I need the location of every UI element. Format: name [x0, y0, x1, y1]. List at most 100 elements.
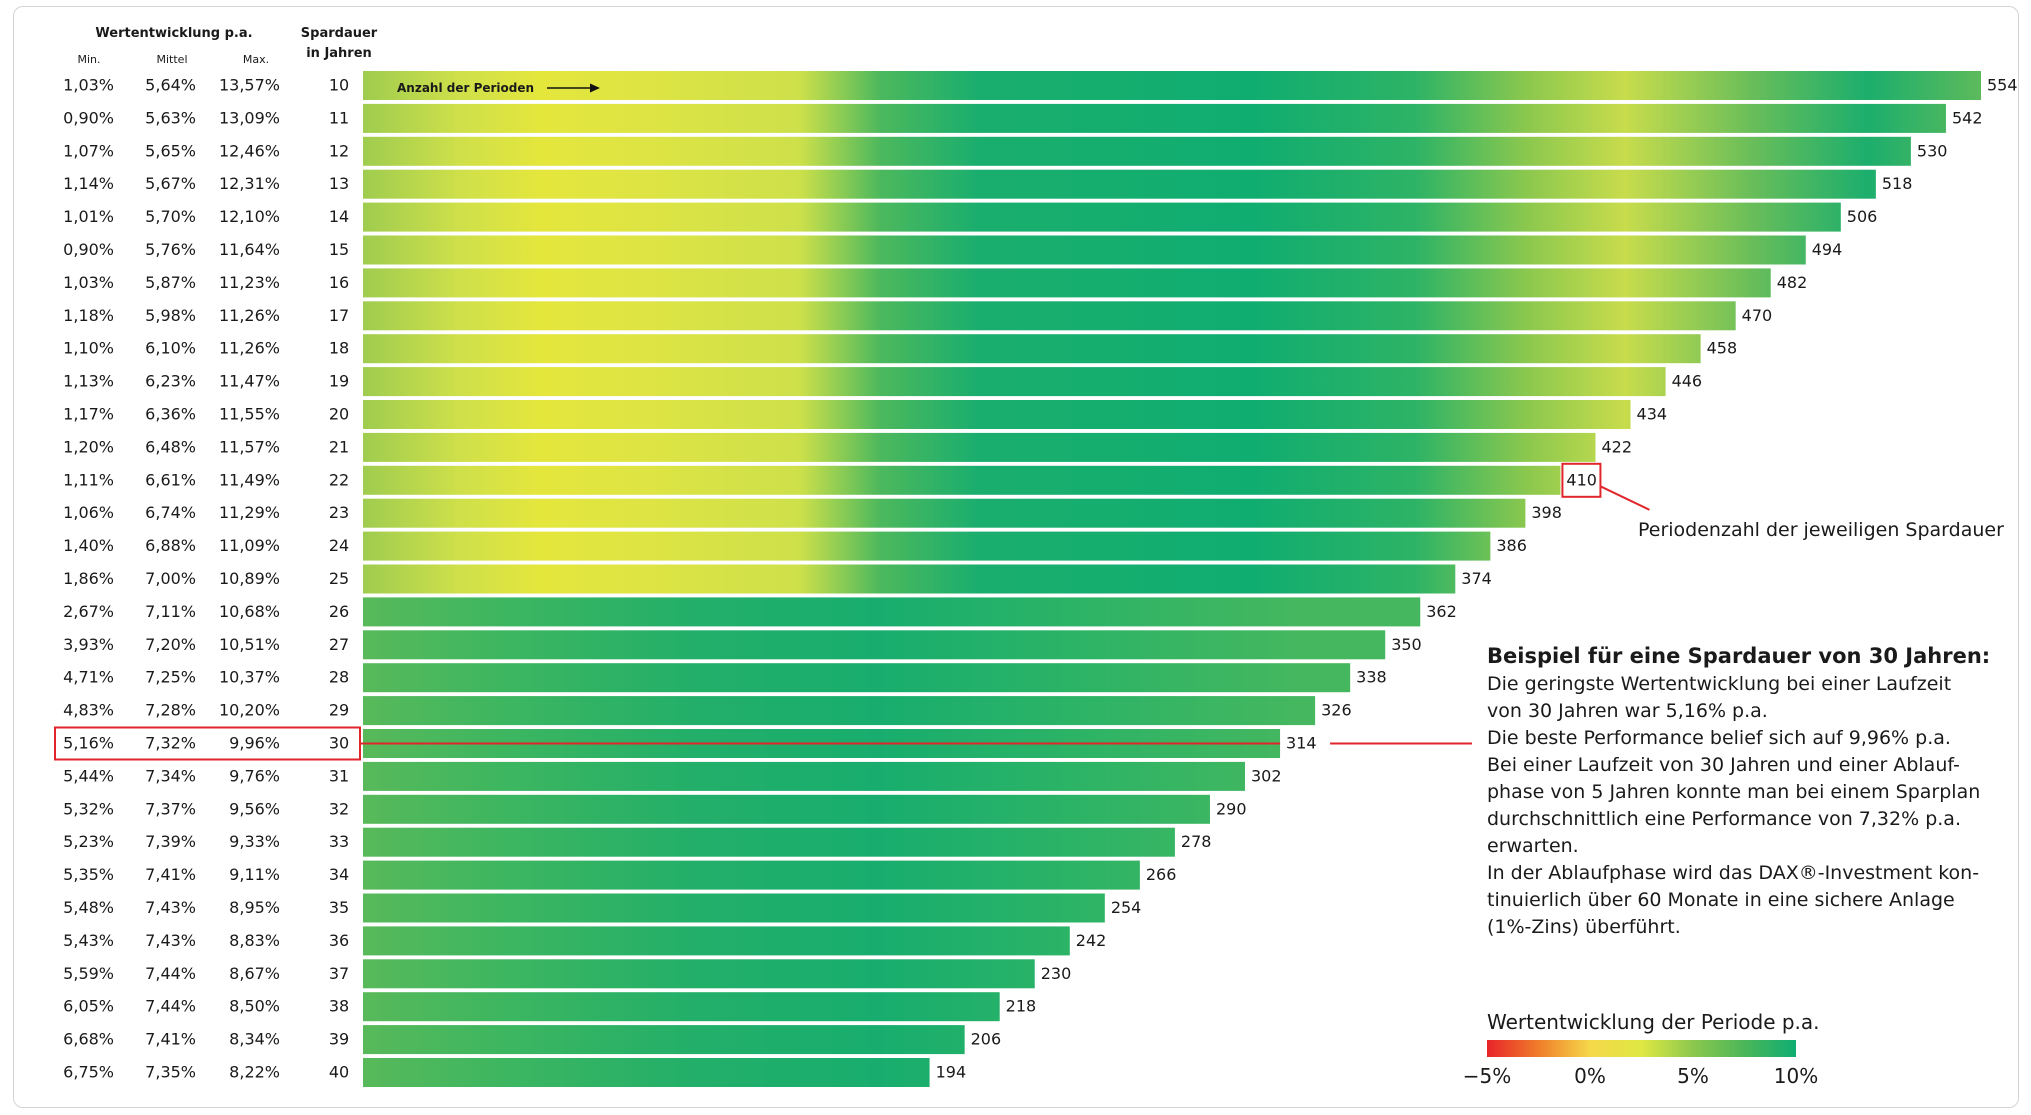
row-max-value: 11,49% [219, 470, 280, 489]
example-line: (1%-Zins) überführt. [1487, 916, 1681, 938]
row-max-value: 13,09% [219, 108, 280, 127]
row-mid-value: 6,74% [145, 503, 196, 522]
color-scale-bar [1487, 1040, 1796, 1057]
row-max-value: 8,34% [229, 1030, 280, 1049]
example-title: Beispiel für eine Spardauer von 30 Jahre… [1487, 644, 1990, 668]
heatmap-bar [363, 334, 1701, 363]
row-mid-value: 5,87% [145, 273, 196, 292]
bar-period-label: 494 [1812, 240, 1843, 259]
color-scale-tick-label: 5% [1677, 1064, 1709, 1088]
row-min-value: 5,35% [63, 865, 114, 884]
row-years-label: 31 [329, 766, 349, 785]
bar-period-label: 338 [1356, 668, 1387, 687]
heatmap-row: 6,75% 7,35% 8,22% 40 194 [63, 1058, 966, 1087]
row-mid-value: 6,23% [145, 372, 196, 391]
row-min-value: 1,18% [63, 306, 114, 325]
heatmap-row: 5,32% 7,37% 9,56% 32 290 [63, 795, 1246, 824]
bar-period-label: 386 [1496, 536, 1527, 555]
row-max-value: 9,96% [229, 734, 280, 753]
heatmap-bar [363, 565, 1455, 594]
row-mid-value: 7,28% [145, 701, 196, 720]
row-min-value: 5,44% [63, 766, 114, 785]
row-mid-value: 6,10% [145, 339, 196, 358]
heatmap-bar [363, 630, 1385, 659]
row-mid-value: 7,25% [145, 668, 196, 687]
heatmap-row: 4,71% 7,25% 10,37% 28 338 [63, 663, 1387, 692]
row-max-value: 9,56% [229, 799, 280, 818]
row-mid-value: 6,88% [145, 536, 196, 555]
row-mid-value: 7,20% [145, 635, 196, 654]
row-max-value: 9,33% [229, 832, 280, 851]
row-mid-value: 6,48% [145, 437, 196, 456]
row-min-value: 5,59% [63, 964, 114, 983]
heatmap-bar [363, 696, 1315, 725]
row-mid-value: 5,65% [145, 141, 196, 160]
heatmap-bar [363, 532, 1490, 561]
row-min-value: 1,06% [63, 503, 114, 522]
bar-period-label: 434 [1637, 405, 1668, 424]
heatmap-row: 1,03% 5,64% 13,57% 10 554 [63, 71, 2017, 100]
row-max-value: 8,95% [229, 898, 280, 917]
row-max-value: 10,37% [219, 668, 280, 687]
row-years-label: 17 [329, 306, 349, 325]
example-line: In der Ablaufphase wird das DAX®-Investm… [1487, 862, 1979, 884]
row-min-value: 6,05% [63, 997, 114, 1016]
heatmap-row: 1,20% 6,48% 11,57% 21 422 [63, 433, 1632, 462]
heatmap-row: 1,03% 5,87% 11,23% 16 482 [63, 268, 1807, 297]
bar-period-label: 314 [1286, 734, 1317, 753]
row-max-value: 9,76% [229, 766, 280, 785]
heatmap-row: 1,13% 6,23% 11,47% 19 446 [63, 367, 1702, 396]
row-max-value: 8,50% [229, 997, 280, 1016]
row-min-value: 5,43% [63, 931, 114, 950]
row-min-value: 5,16% [63, 734, 114, 753]
row-max-value: 12,46% [219, 141, 280, 160]
row-years-label: 32 [329, 799, 349, 818]
row-max-value: 12,10% [219, 207, 280, 226]
heatmap-bar [363, 795, 1210, 824]
row-min-value: 1,07% [63, 141, 114, 160]
row-min-value: 1,86% [63, 569, 114, 588]
row-max-value: 10,89% [219, 569, 280, 588]
heatmap-bar [363, 762, 1245, 791]
chart-rows: 1,03% 5,64% 13,57% 10 554 0,90% 5,63% 13,09% 11 5… [63, 71, 2017, 1087]
heatmap-bar [363, 400, 1631, 429]
example-text-block: Die geringste Wertentwicklung bei einer … [1487, 673, 1980, 938]
row-min-value: 6,68% [63, 1030, 114, 1049]
row-years-label: 21 [329, 437, 349, 456]
heatmap-bar [363, 894, 1105, 923]
heatmap-row: 5,48% 7,43% 8,95% 35 254 [63, 894, 1141, 923]
row-min-value: 5,23% [63, 832, 114, 851]
row-min-value: 0,90% [63, 108, 114, 127]
row-years-label: 20 [329, 405, 349, 424]
heatmap-row: 1,40% 6,88% 11,09% 24 386 [63, 532, 1527, 561]
heatmap-row: 1,10% 6,10% 11,26% 18 458 [63, 334, 1737, 363]
row-max-value: 11,29% [219, 503, 280, 522]
heatmap-bar [363, 301, 1736, 330]
heatmap-bar [363, 959, 1035, 988]
bar-period-label: 446 [1672, 372, 1703, 391]
example-line: durchschnittlich eine Performance von 7,… [1487, 808, 1961, 830]
row-max-value: 12,31% [219, 174, 280, 193]
row-years-label: 22 [329, 470, 349, 489]
heatmap-row: 1,17% 6,36% 11,55% 20 434 [63, 400, 1667, 429]
row-mid-value: 7,32% [145, 734, 196, 753]
row-years-label: 34 [329, 865, 349, 884]
bar-period-label: 254 [1111, 898, 1142, 917]
periods-axis-label: Anzahl der Perioden [397, 81, 534, 95]
row-mid-value: 7,34% [145, 766, 196, 785]
bar-period-label: 362 [1426, 602, 1457, 621]
row-years-label: 27 [329, 635, 349, 654]
heatmap-bar [363, 203, 1841, 232]
row-max-value: 11,55% [219, 405, 280, 424]
heatmap-row: 4,83% 7,28% 10,20% 29 326 [63, 696, 1351, 725]
row-mid-value: 7,39% [145, 832, 196, 851]
heatmap-row: 0,90% 5,76% 11,64% 15 494 [63, 236, 1842, 265]
row-max-value: 10,51% [219, 635, 280, 654]
heatmap-row: 5,23% 7,39% 9,33% 33 278 [63, 828, 1211, 857]
heatmap-bar [363, 992, 1000, 1021]
example-line: Die geringste Wertentwicklung bei einer … [1487, 673, 1951, 695]
row-years-label: 24 [329, 536, 349, 555]
bar-period-label: 326 [1321, 701, 1352, 720]
color-scale-title: Wertentwicklung der Periode p.a. [1487, 1010, 1820, 1034]
row-years-label: 16 [329, 273, 349, 292]
